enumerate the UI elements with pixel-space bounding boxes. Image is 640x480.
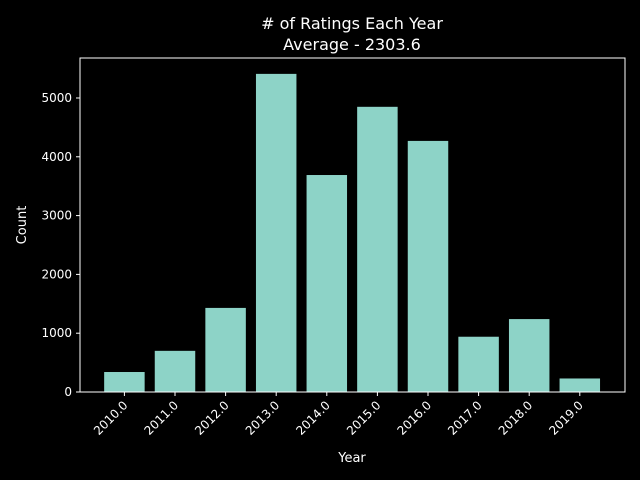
bar-2010.0 xyxy=(104,372,145,392)
bar-2013.0 xyxy=(255,73,297,392)
y-axis-ticks: 0 1000 2000 3000 4000 5000 xyxy=(41,91,80,399)
x-axis-label: Year xyxy=(337,451,366,466)
bars-group xyxy=(104,73,601,392)
x-tick-label: 2017.0 xyxy=(445,398,485,438)
bar-2017.0 xyxy=(458,336,499,392)
y-tick-label: 0 xyxy=(64,385,72,399)
y-tick-label: 1000 xyxy=(41,326,72,340)
plot-frame xyxy=(79,57,626,393)
y-tick-label: 2000 xyxy=(41,267,72,281)
x-tick-label: 2018.0 xyxy=(496,398,536,438)
chart-title: # of Ratings Each Year xyxy=(261,14,443,33)
x-tick-label: 2013.0 xyxy=(243,398,283,438)
y-tick-label: 3000 xyxy=(41,209,72,223)
x-tick-label: 2010.0 xyxy=(91,398,131,438)
x-tick-label: 2016.0 xyxy=(395,398,435,438)
bar-2016.0 xyxy=(407,140,449,392)
x-tick-label: 2012.0 xyxy=(192,398,232,438)
bar-2014.0 xyxy=(306,175,348,392)
x-tick-label: 2019.0 xyxy=(546,398,586,438)
y-axis-label: Count xyxy=(15,206,30,245)
x-tick-label: 2014.0 xyxy=(293,398,333,438)
bar-2011.0 xyxy=(154,350,196,392)
bar-2015.0 xyxy=(357,106,398,392)
x-tick-label: 2011.0 xyxy=(142,398,182,438)
x-tick-label: 2015.0 xyxy=(344,398,384,438)
x-axis-ticks: 2010.0 2011.0 2012.0 2013.0 2014.0 2015.0 2016… xyxy=(91,392,586,438)
chart-subtitle: Average - 2303.6 xyxy=(283,35,421,54)
bar-2019.0 xyxy=(559,378,601,392)
bar-2012.0 xyxy=(205,307,246,392)
y-tick-label: 4000 xyxy=(41,150,72,164)
bar-2018.0 xyxy=(508,319,550,392)
y-tick-label: 5000 xyxy=(41,91,72,105)
